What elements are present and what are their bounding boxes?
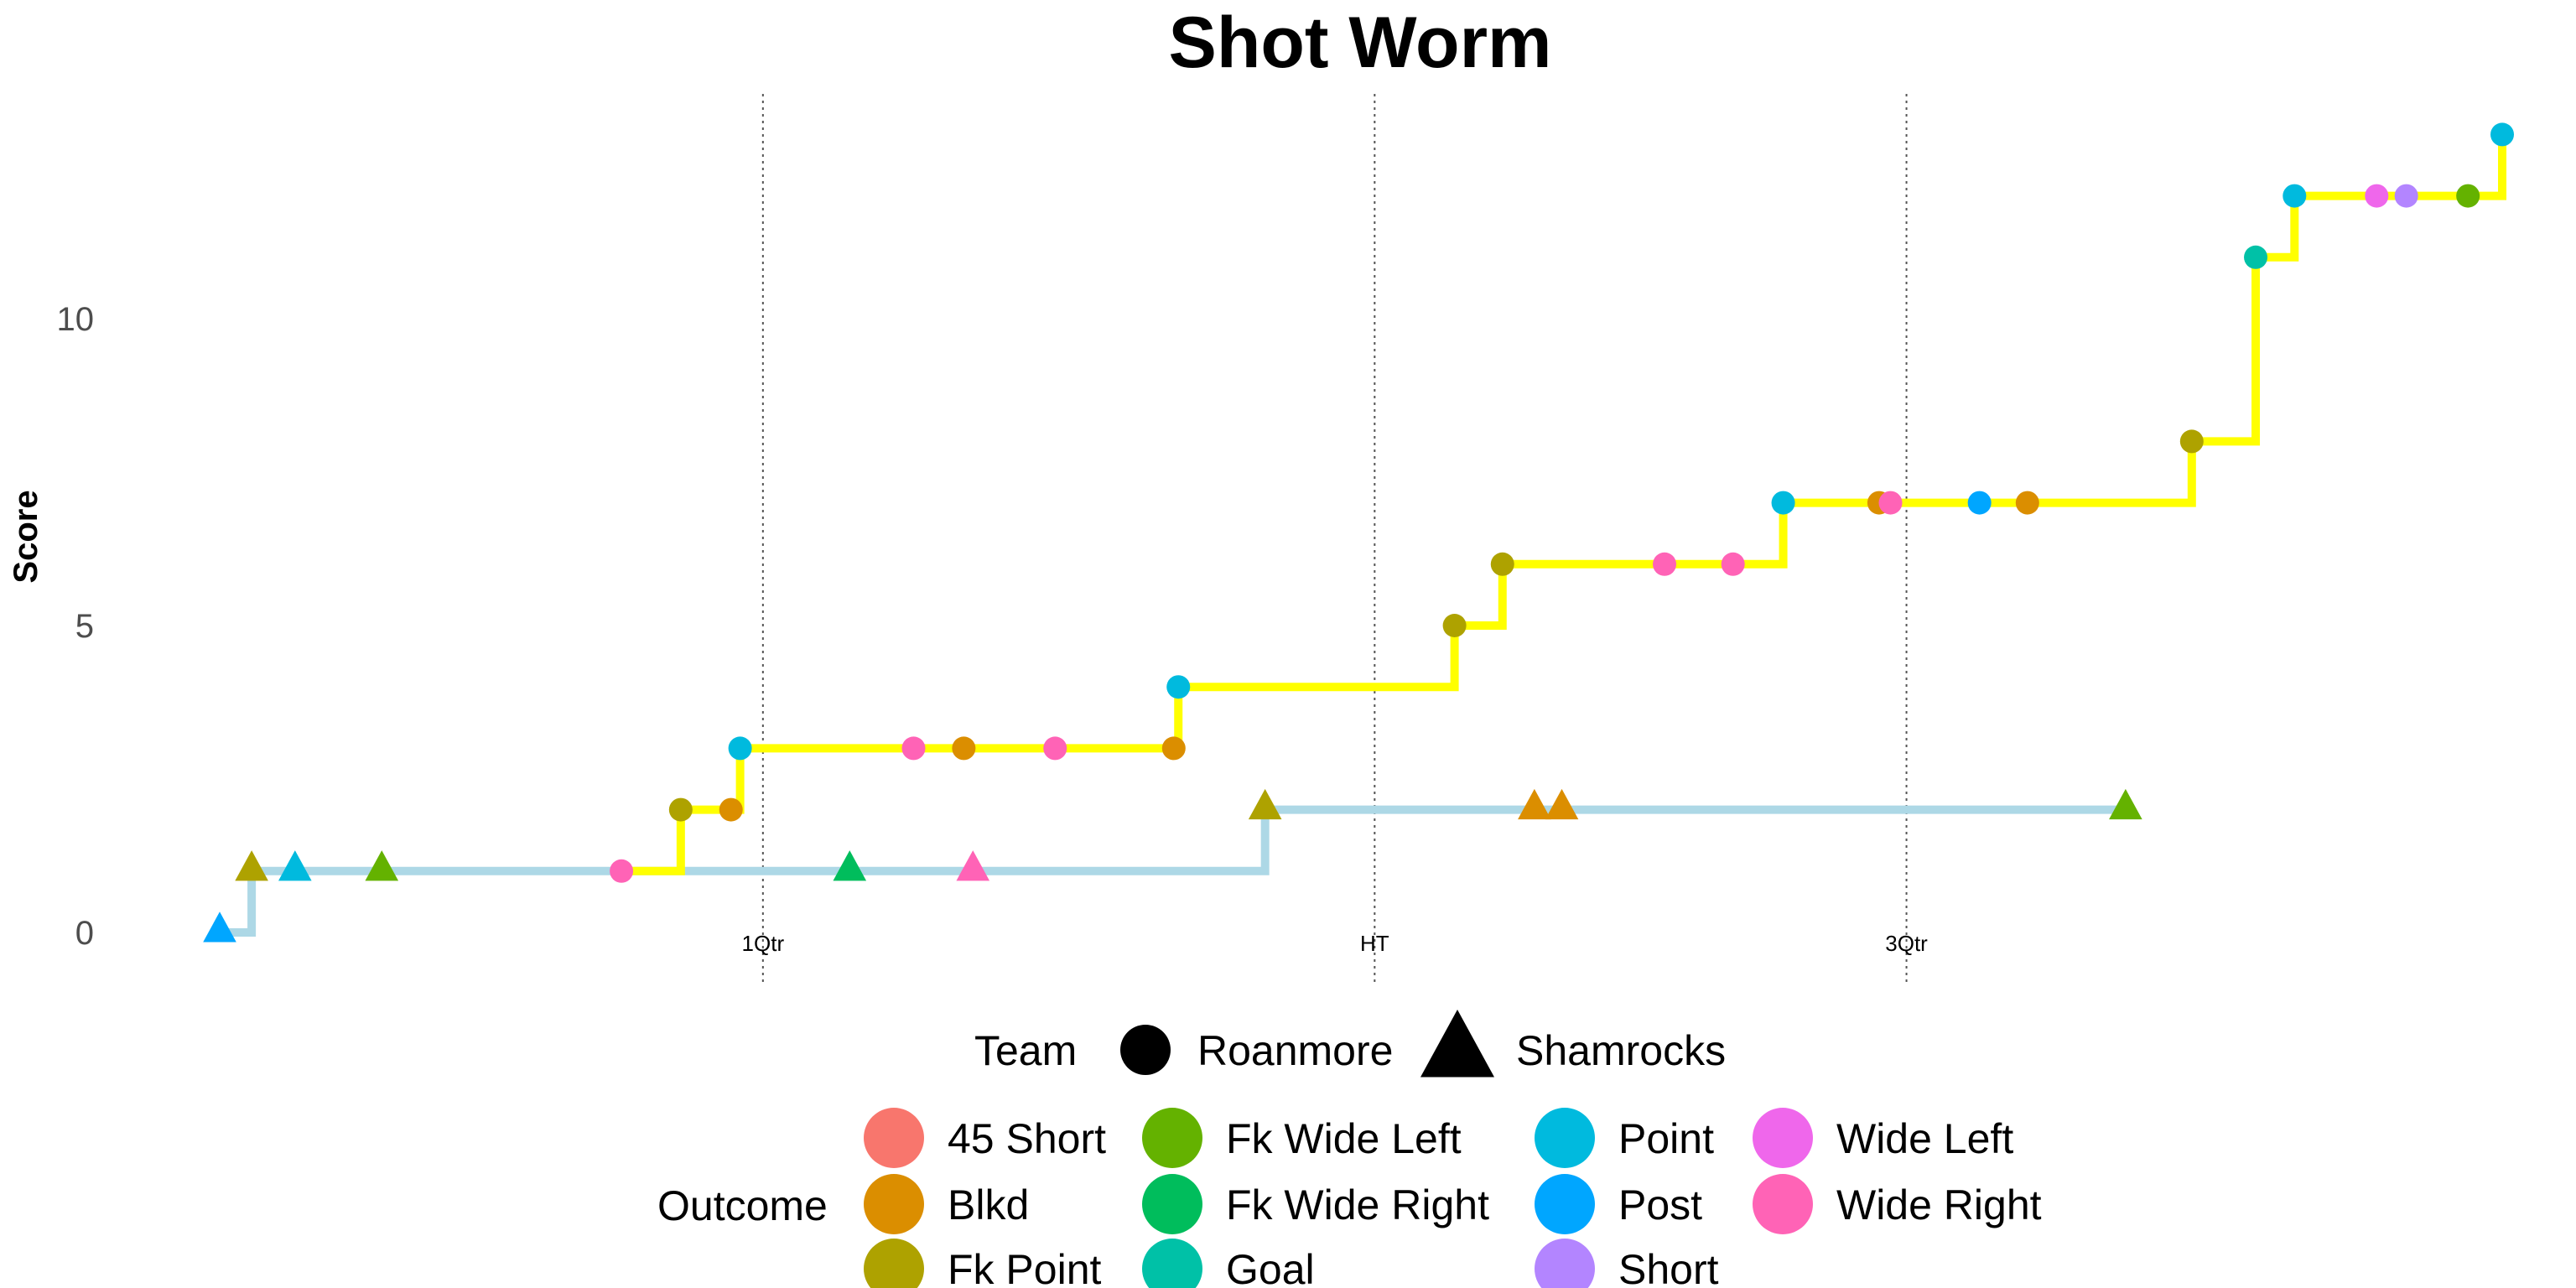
outcome-label-short: Short [1618, 1246, 1719, 1288]
quarter-label-3qtr: 3Qtr [1885, 931, 1928, 956]
shot-marker-roanmore [2179, 429, 2204, 454]
shot-marker-shamrocks [2109, 788, 2142, 820]
outcome-label-wide-right: Wide Right [1836, 1182, 2042, 1228]
shot-marker-roanmore [901, 736, 926, 761]
shot-marker-roanmore [719, 797, 743, 822]
y-axis-ticks: 0 5 10 [57, 301, 95, 952]
shot-marker-roanmore [2394, 184, 2418, 208]
y-tick-label: 5 [75, 608, 94, 645]
team-legend-title: Team [974, 1027, 1077, 1074]
shot-marker-roanmore [1878, 491, 1903, 515]
shot-marker-roanmore [2456, 184, 2480, 208]
shot-marker-roanmore [952, 736, 976, 761]
shot-marker-roanmore [1771, 491, 1795, 515]
quarter-label-ht: HT [1360, 931, 1389, 956]
shot-marker-shamrocks [833, 850, 867, 881]
team-key-shamrocks [1420, 1010, 1494, 1078]
shot-marker-roanmore [2283, 184, 2307, 208]
outcome-label-fk-point: Fk Point [948, 1246, 1102, 1288]
series-line-shamrocks [220, 805, 2126, 937]
shot-marker-roanmore [1161, 736, 1186, 761]
y-tick-label: 0 [75, 915, 94, 952]
outcome-key-post [1535, 1174, 1595, 1234]
shot-marker-roanmore [1721, 552, 1745, 576]
shot-marker-roanmore [1967, 491, 1992, 515]
outcome-label-45-short: 45 Short [948, 1115, 1106, 1162]
y-axis-label: Score [8, 490, 44, 583]
shot-marker-shamrocks [956, 850, 990, 881]
shot-marker-roanmore [610, 859, 634, 883]
team-label-roanmore: Roanmore [1197, 1027, 1393, 1074]
shot-marker-shamrocks [365, 850, 399, 881]
shot-marker-roanmore [1166, 675, 1191, 699]
shot-markers [203, 122, 2514, 943]
outcome-key-point [1535, 1108, 1595, 1168]
shot-marker-roanmore [668, 797, 693, 822]
team-key-roanmore [1120, 1025, 1171, 1075]
outcome-label-goal: Goal [1226, 1246, 1315, 1288]
outcome-label-fk-wide-left: Fk Wide Left [1226, 1115, 1462, 1162]
shot-marker-shamrocks [235, 850, 268, 881]
shot-marker-roanmore [1043, 736, 1067, 761]
outcome-key-wide-left [1753, 1108, 1813, 1168]
shot-marker-roanmore [1442, 614, 1467, 637]
outcome-key-blkd [864, 1174, 924, 1234]
shot-marker-roanmore [2244, 245, 2268, 269]
outcome-label-post: Post [1618, 1182, 1702, 1228]
outcome-key-fk-wide-right [1142, 1174, 1202, 1234]
shot-marker-roanmore [2015, 491, 2039, 515]
series-lines [220, 134, 2506, 937]
shot-marker-shamrocks [278, 850, 312, 881]
outcome-legend: Outcome 45 Short Blkd Fk Point Fk Wide Left F… [657, 1108, 2042, 1288]
outcome-label-wide-left: Wide Left [1836, 1115, 2013, 1162]
outcome-key-wide-right [1753, 1174, 1813, 1234]
chart-title: Shot Worm [1168, 3, 1551, 83]
shot-marker-shamrocks [1545, 788, 1579, 820]
outcome-label-blkd: Blkd [948, 1182, 1029, 1228]
outcome-key-45-short [864, 1108, 924, 1168]
quarter-label-1qtr: 1Qtr [742, 931, 785, 956]
outcome-key-goal [1142, 1239, 1202, 1288]
outcome-key-short [1535, 1239, 1595, 1288]
shot-marker-roanmore [2490, 122, 2514, 147]
outcome-legend-title: Outcome [657, 1182, 828, 1229]
quarter-lines: 1Qtr HT 3Qtr [742, 94, 1928, 986]
shot-marker-shamrocks [1248, 788, 1282, 820]
y-tick-label: 10 [57, 301, 95, 338]
outcome-key-fk-point [864, 1239, 924, 1288]
outcome-label-point: Point [1618, 1115, 1714, 1162]
shot-marker-roanmore [1653, 552, 1677, 576]
outcome-label-fk-wide-right: Fk Wide Right [1226, 1182, 1489, 1228]
shot-marker-roanmore [728, 736, 752, 761]
team-label-shamrocks: Shamrocks [1516, 1027, 1726, 1074]
shot-marker-shamrocks [203, 911, 236, 943]
team-legend: Team Roanmore Shamrocks [974, 1010, 1726, 1078]
outcome-key-fk-wide-left [1142, 1108, 1202, 1168]
shot-marker-roanmore [2365, 184, 2389, 208]
shot-marker-shamrocks [1518, 788, 1551, 820]
series-line-roanmore [621, 134, 2506, 875]
shot-marker-roanmore [1490, 552, 1514, 576]
